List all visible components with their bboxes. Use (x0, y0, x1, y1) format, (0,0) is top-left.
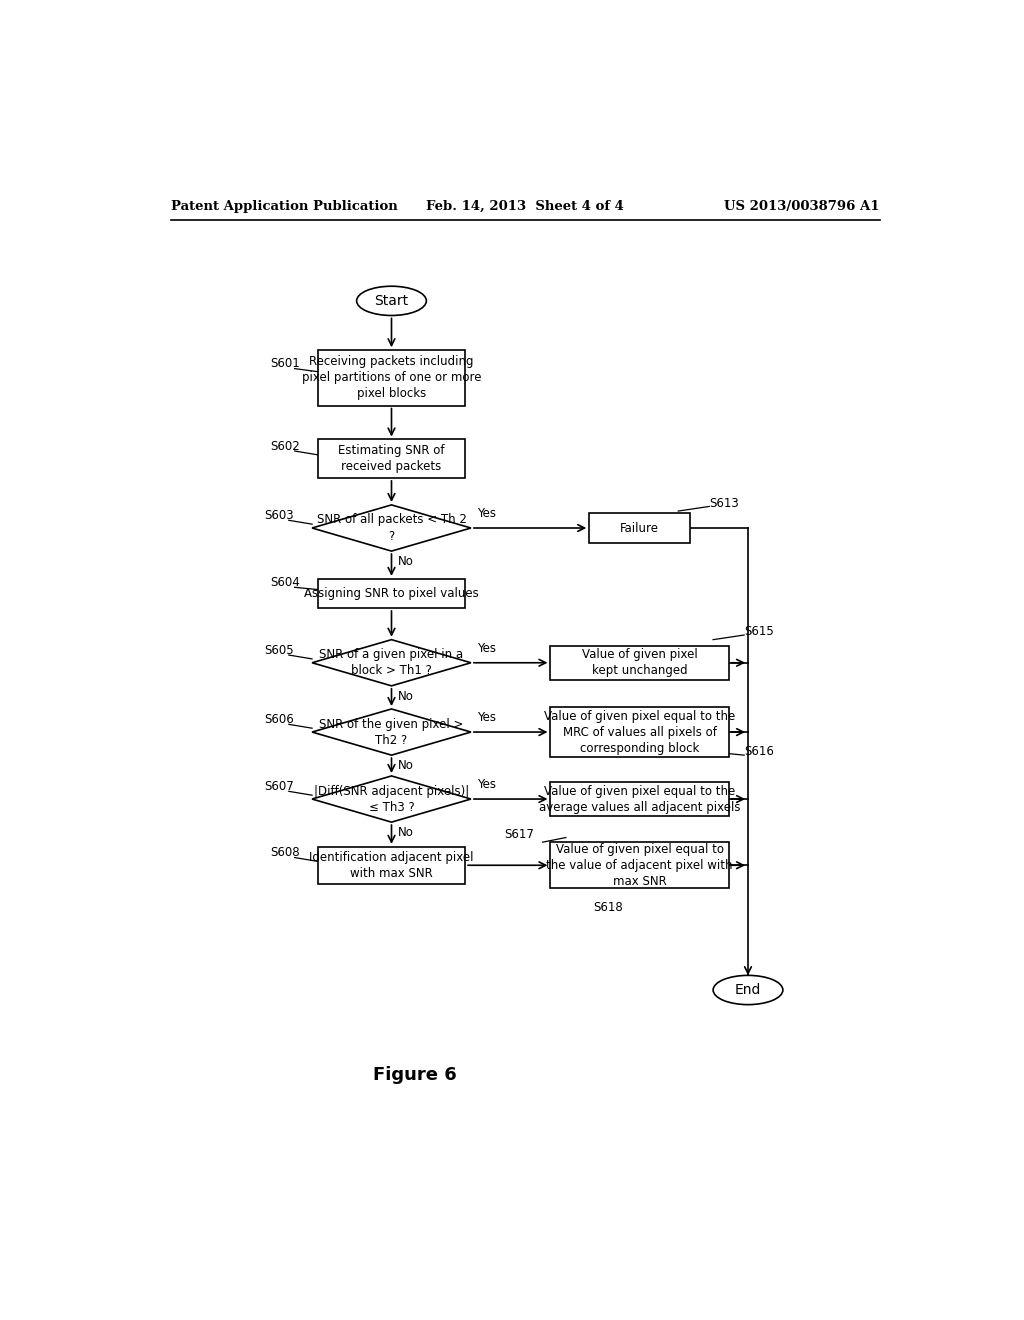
Text: Patent Application Publication: Patent Application Publication (171, 199, 397, 213)
Text: SNR of a given pixel in a
block > Th1 ?: SNR of a given pixel in a block > Th1 ? (319, 648, 464, 677)
Text: Start: Start (375, 294, 409, 308)
Text: Estimating SNR of
received packets: Estimating SNR of received packets (338, 445, 444, 473)
Text: Yes: Yes (477, 507, 497, 520)
FancyBboxPatch shape (550, 645, 729, 680)
Polygon shape (312, 776, 471, 822)
Text: Value of given pixel equal to the
MRC of values all pixels of
corresponding bloc: Value of given pixel equal to the MRC of… (544, 710, 735, 755)
Text: No: No (397, 689, 414, 702)
Text: S603: S603 (264, 510, 294, 523)
Text: S605: S605 (264, 644, 294, 657)
Ellipse shape (356, 286, 426, 315)
Text: End: End (735, 983, 761, 997)
FancyBboxPatch shape (550, 842, 729, 888)
Text: S608: S608 (270, 846, 299, 859)
Text: Yes: Yes (477, 711, 497, 725)
Text: S606: S606 (264, 713, 294, 726)
FancyBboxPatch shape (317, 847, 465, 884)
Text: S617: S617 (504, 828, 534, 841)
FancyBboxPatch shape (589, 513, 690, 543)
Text: No: No (397, 554, 414, 568)
Text: S615: S615 (744, 626, 774, 639)
Text: SNR of the given pixel >
Th2 ?: SNR of the given pixel > Th2 ? (319, 718, 464, 747)
FancyBboxPatch shape (550, 708, 729, 756)
Text: S604: S604 (270, 576, 300, 589)
Text: Value of given pixel equal to the
average values all adjacent pixels: Value of given pixel equal to the averag… (539, 784, 740, 813)
Ellipse shape (713, 975, 783, 1005)
Text: S601: S601 (270, 358, 300, 371)
Text: |Diff(SNR adjacent pixels)|
≤ Th3 ?: |Diff(SNR adjacent pixels)| ≤ Th3 ? (314, 784, 469, 813)
Text: Figure 6: Figure 6 (373, 1065, 457, 1084)
Polygon shape (312, 709, 471, 755)
Text: Identification adjacent pixel
with max SNR: Identification adjacent pixel with max S… (309, 851, 474, 879)
FancyBboxPatch shape (317, 578, 465, 609)
Text: US 2013/0038796 A1: US 2013/0038796 A1 (724, 199, 880, 213)
Text: Yes: Yes (477, 642, 497, 655)
Text: S607: S607 (264, 780, 294, 793)
Text: Failure: Failure (620, 521, 659, 535)
FancyBboxPatch shape (550, 781, 729, 816)
Text: Assigning SNR to pixel values: Assigning SNR to pixel values (304, 587, 479, 601)
Polygon shape (312, 640, 471, 686)
FancyBboxPatch shape (317, 350, 465, 405)
Text: No: No (397, 826, 414, 840)
Text: SNR of all packets < Th 2
?: SNR of all packets < Th 2 ? (316, 513, 467, 543)
Text: Receiving packets including
pixel partitions of one or more
pixel blocks: Receiving packets including pixel partit… (302, 355, 481, 400)
Text: Yes: Yes (477, 779, 497, 792)
Text: S616: S616 (744, 744, 774, 758)
Text: S618: S618 (594, 900, 624, 913)
FancyBboxPatch shape (317, 440, 465, 478)
Text: Value of given pixel
kept unchanged: Value of given pixel kept unchanged (582, 648, 697, 677)
Text: Feb. 14, 2013  Sheet 4 of 4: Feb. 14, 2013 Sheet 4 of 4 (426, 199, 624, 213)
Text: S602: S602 (270, 440, 300, 453)
Text: S613: S613 (710, 496, 739, 510)
Text: Value of given pixel equal to
the value of adjacent pixel with
max SNR: Value of given pixel equal to the value … (546, 842, 733, 888)
Polygon shape (312, 506, 471, 552)
Text: No: No (397, 759, 414, 772)
